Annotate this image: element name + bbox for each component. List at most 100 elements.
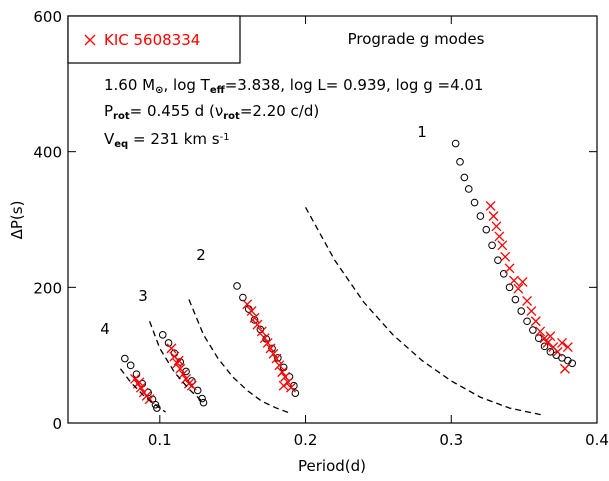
annotation-part: = 0.455 d (ν bbox=[130, 102, 224, 120]
annotation-part: =3.838, log L= 0.939, log g =4.01 bbox=[225, 76, 484, 94]
observed-point bbox=[504, 263, 515, 274]
model-point bbox=[470, 198, 479, 207]
observed-point bbox=[535, 326, 546, 337]
observed-point bbox=[559, 363, 570, 374]
observed-point bbox=[542, 337, 553, 348]
observed-point bbox=[242, 299, 253, 310]
observed-point bbox=[249, 312, 260, 323]
observed-point bbox=[508, 275, 519, 286]
model-point bbox=[534, 334, 543, 343]
model-point bbox=[193, 386, 202, 395]
annotation-part: ⊙ bbox=[155, 85, 163, 96]
y-axis-label: ΔP(s) bbox=[8, 201, 26, 240]
observed-point bbox=[172, 358, 183, 369]
model-point bbox=[151, 400, 160, 409]
legend-label: KIC 5608334 bbox=[104, 31, 200, 49]
observed-point bbox=[256, 326, 267, 337]
model-curve bbox=[149, 321, 204, 404]
observed-point bbox=[134, 377, 145, 388]
observed-point bbox=[522, 295, 533, 306]
annotation-part: Prograde g modes bbox=[348, 30, 485, 48]
model-curve bbox=[304, 206, 542, 416]
annotation-part: rot bbox=[113, 111, 130, 122]
observed-point bbox=[259, 333, 270, 344]
annotation-part: V bbox=[104, 130, 115, 148]
observed-point bbox=[265, 343, 276, 354]
observed-point bbox=[485, 200, 496, 211]
annotation: 1.60 M⊙, log Teff=3.838, log L= 0.939, l… bbox=[104, 76, 483, 96]
observed-point bbox=[262, 337, 273, 348]
observed-point bbox=[530, 316, 541, 327]
y-tick-label: 400 bbox=[33, 144, 62, 162]
mode-label: 1 bbox=[417, 123, 427, 141]
mode-label: 3 bbox=[138, 287, 148, 305]
model-point bbox=[460, 173, 469, 182]
observed-point bbox=[166, 343, 177, 354]
model-point bbox=[274, 354, 282, 362]
observed-point bbox=[517, 276, 528, 287]
model-curve bbox=[119, 368, 167, 413]
model-point bbox=[132, 370, 141, 378]
model-point bbox=[511, 295, 520, 304]
model-point bbox=[464, 185, 473, 193]
annotation: Veq = 231 km s-1 bbox=[104, 130, 230, 150]
x-tick-label: 0.2 bbox=[294, 431, 318, 449]
observed-point bbox=[562, 342, 573, 352]
observed-point bbox=[557, 337, 567, 348]
observed-point bbox=[513, 283, 524, 294]
observed-point bbox=[277, 367, 288, 378]
observed-point bbox=[252, 319, 263, 330]
model-point bbox=[121, 354, 129, 363]
model-point bbox=[291, 389, 300, 397]
mode-label: 2 bbox=[196, 246, 206, 264]
observed-point bbox=[173, 355, 184, 366]
observed-point bbox=[491, 221, 502, 232]
model-point bbox=[153, 404, 161, 412]
y-tick-label: 200 bbox=[33, 279, 62, 297]
model-point bbox=[494, 256, 502, 265]
observed-point bbox=[280, 371, 291, 382]
annotation-part: eff bbox=[210, 85, 226, 96]
model-point bbox=[158, 331, 167, 339]
model-point bbox=[529, 326, 537, 334]
model-point bbox=[199, 398, 208, 407]
legend-box bbox=[67, 15, 241, 64]
observed-point bbox=[274, 360, 285, 371]
model-curve bbox=[188, 299, 292, 415]
model-point bbox=[517, 307, 526, 315]
observed-point bbox=[494, 231, 505, 242]
y-tick-label: 600 bbox=[33, 8, 62, 26]
observed-point bbox=[283, 377, 294, 388]
annotation-part: -1 bbox=[220, 132, 230, 143]
observed-point bbox=[488, 211, 499, 222]
annotation-part: , log T bbox=[164, 76, 211, 94]
observed-point bbox=[144, 394, 155, 405]
model-point bbox=[499, 269, 508, 278]
x-tick-label: 0.3 bbox=[439, 431, 463, 449]
annotation-part: = 231 km s bbox=[128, 130, 220, 148]
model-point bbox=[476, 212, 485, 220]
y-tick-label: 0 bbox=[52, 415, 62, 433]
observed-point bbox=[130, 373, 140, 384]
mode-label: 4 bbox=[100, 320, 110, 338]
observed-point bbox=[246, 306, 257, 317]
model-point bbox=[451, 139, 460, 148]
model-point bbox=[568, 359, 577, 368]
model-point bbox=[488, 241, 496, 250]
annotation-part: eq bbox=[114, 139, 128, 150]
legend-marker bbox=[84, 34, 96, 46]
model-point bbox=[546, 347, 555, 356]
model-point bbox=[482, 225, 491, 234]
model-point bbox=[456, 158, 464, 166]
observed-point bbox=[178, 369, 189, 380]
annotation-part: P bbox=[104, 102, 113, 120]
annotation: Prograde g modes bbox=[348, 30, 485, 48]
annotation-part: 1.60 M bbox=[104, 76, 155, 94]
model-point bbox=[523, 317, 531, 326]
observed-point bbox=[552, 346, 563, 357]
observed-point bbox=[526, 306, 537, 317]
observed-point bbox=[497, 240, 508, 251]
model-point bbox=[233, 282, 241, 290]
